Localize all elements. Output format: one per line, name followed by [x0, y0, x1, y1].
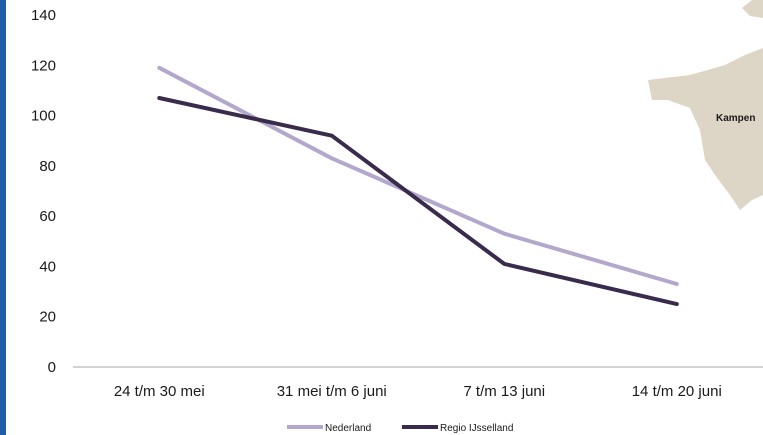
series-lines	[157, 65, 679, 307]
series-line	[157, 96, 679, 307]
left-accent-bar	[0, 0, 6, 435]
legend: Nederland Regio IJsselland	[287, 423, 513, 434]
y-tick-label: 20	[39, 309, 56, 326]
y-tick-label: 60	[39, 208, 56, 225]
map-label-kampen: Kampen	[716, 113, 755, 124]
x-tick-label: 7 t/m 13 juni	[463, 383, 545, 400]
y-tick-label: 80	[39, 158, 56, 175]
map-region-shape-top	[742, 0, 763, 18]
y-tick-label: 40	[39, 258, 56, 275]
map-inset: Kampen	[648, 0, 763, 210]
x-tick-label: 31 mei t/m 6 juni	[277, 383, 387, 400]
y-tick-label: 140	[31, 7, 56, 24]
y-tick-label: 100	[31, 108, 56, 125]
map-region-shape	[648, 48, 763, 210]
legend-label: Nederland	[325, 423, 371, 434]
series-line	[157, 65, 679, 286]
x-tick-label: 24 t/m 30 mei	[114, 383, 205, 400]
y-tick-label: 0	[48, 359, 56, 376]
y-tick-label: 120	[31, 57, 56, 74]
axes: 0 20 40 60 80 100 120 140 24 t/m 30 mei 31 mei t/…	[31, 7, 763, 400]
x-tick-label: 14 t/m 20 juni	[632, 383, 722, 400]
legend-label: Regio IJsselland	[440, 423, 513, 434]
